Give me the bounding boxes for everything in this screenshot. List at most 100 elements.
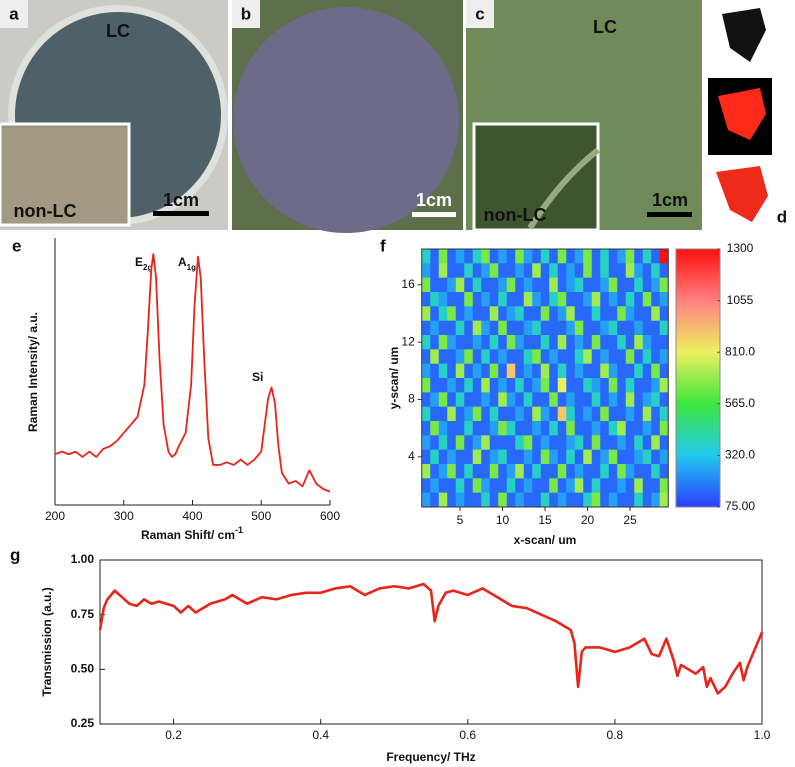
heatmap-cell	[430, 363, 440, 379]
heatmap-cell	[498, 421, 508, 436]
x-tick-label: 0.2	[165, 728, 182, 742]
heatmap-cell	[642, 421, 652, 436]
heatmap-cell	[540, 349, 550, 364]
inset-text: non-LC	[14, 201, 77, 221]
heatmap-cell	[515, 320, 525, 336]
heatmap-cell	[557, 292, 567, 307]
heatmap-cell	[617, 435, 627, 450]
heatmap-cell	[447, 464, 457, 479]
heatmap-cell	[574, 464, 584, 479]
heatmap-cell	[600, 249, 610, 264]
heatmap-cell	[557, 363, 567, 379]
y-tick-label: 0.75	[71, 607, 95, 621]
scale-text: 1cm	[652, 190, 688, 210]
x-tick-label: 20	[581, 513, 595, 527]
heatmap-cell	[489, 363, 499, 379]
heatmap-cell	[600, 406, 610, 422]
heatmap-cell	[506, 306, 516, 321]
heatmap-cell	[515, 492, 525, 508]
heatmap-cell	[421, 263, 431, 278]
heatmap-cell	[549, 478, 559, 493]
heatmap-cell	[659, 306, 669, 321]
heatmap-cell	[498, 392, 508, 407]
heatmap-cell	[532, 320, 542, 336]
heatmap-cell	[583, 277, 593, 293]
heatmap-cell	[481, 449, 491, 465]
heatmap-cell	[651, 320, 661, 336]
heatmap-cell	[557, 306, 567, 321]
panel-label: f	[380, 236, 386, 255]
heatmap-cell	[659, 478, 669, 493]
annotation: A1g	[178, 255, 196, 271]
heatmap-cell	[438, 277, 448, 293]
y-tick-label: 16	[401, 277, 415, 291]
heatmap-cell	[506, 478, 516, 493]
heatmap-cell	[642, 306, 652, 321]
heatmap-cell	[464, 306, 474, 321]
heatmap-cell	[447, 320, 457, 336]
heatmap-cell	[566, 406, 576, 422]
heatmap-cell	[566, 378, 576, 393]
heatmap-cell	[600, 492, 610, 508]
heatmap-cell	[600, 306, 610, 321]
heatmap-cell	[455, 320, 465, 336]
heatmap-cell	[447, 363, 457, 379]
panel-label: b	[241, 4, 251, 23]
heatmap-cell	[608, 363, 618, 379]
colorbar-tick-label: 565.0	[725, 396, 755, 410]
heatmap-cell	[472, 292, 482, 307]
heatmap-cell	[659, 335, 669, 350]
heatmap-cell	[642, 349, 652, 364]
heatmap-cell	[523, 378, 533, 393]
heatmap-cell	[430, 421, 440, 436]
heatmap-cell	[532, 249, 542, 264]
heatmap-cell	[481, 292, 491, 307]
heatmap-cell	[472, 363, 482, 379]
heatmap-cell	[625, 292, 635, 307]
heatmap-cell	[549, 392, 559, 407]
heatmap-cell	[464, 421, 474, 436]
heatmap-cell	[455, 277, 465, 293]
heatmap-cell	[506, 464, 516, 479]
heatmap-cell	[430, 306, 440, 321]
x-tick-label: 200	[45, 509, 65, 523]
heatmap-cell	[651, 292, 661, 307]
heatmap-cell	[600, 449, 610, 465]
heatmap-cell	[591, 449, 601, 465]
heatmap-cell	[438, 335, 448, 350]
heatmap-cell	[430, 349, 440, 364]
heatmap-cell	[438, 464, 448, 479]
heatmap-cell	[515, 249, 525, 264]
heatmap-cell	[532, 349, 542, 364]
heatmap-cell	[498, 306, 508, 321]
heatmap-cell	[464, 464, 474, 479]
heatmap-cell	[523, 492, 533, 508]
heatmap-cell	[455, 421, 465, 436]
heatmap-cell	[574, 320, 584, 336]
heatmap-cell	[421, 292, 431, 307]
heatmap-cell	[549, 492, 559, 508]
heatmap-cell	[651, 478, 661, 493]
heatmap-cell	[651, 263, 661, 278]
heatmap-cell	[481, 392, 491, 407]
heatmap-cell	[498, 406, 508, 422]
heatmap-cell	[617, 277, 627, 293]
annotation: Si	[252, 370, 263, 384]
heatmap-cell	[447, 378, 457, 393]
heatmap-cell	[600, 263, 610, 278]
heatmap-cell	[430, 263, 440, 278]
heatmap-cell	[557, 378, 567, 393]
heatmap-cell	[498, 449, 508, 465]
heatmap-cell	[523, 435, 533, 450]
heatmap-cell	[557, 349, 567, 364]
heatmap-cell	[540, 277, 550, 293]
heatmap-cell	[608, 392, 618, 407]
heatmap-cell	[489, 320, 499, 336]
heatmap-cell	[634, 335, 644, 350]
heatmap-cell	[506, 277, 516, 293]
heatmap-cell	[617, 363, 627, 379]
heatmap-cell	[472, 378, 482, 393]
heatmap-cell	[625, 363, 635, 379]
heatmap-cell	[532, 392, 542, 407]
heatmap-cell	[557, 320, 567, 336]
